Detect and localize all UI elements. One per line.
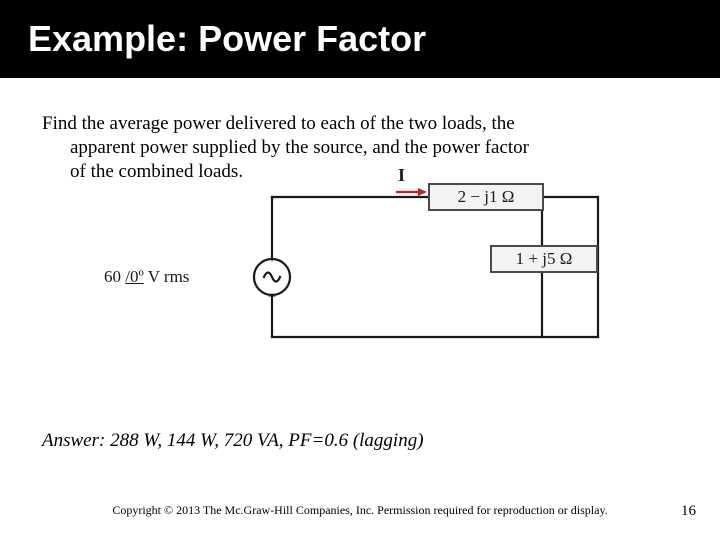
prompt-line: Find the average power delivered to each… bbox=[42, 113, 515, 134]
source-value-label: 60 /0º V rms bbox=[104, 267, 189, 287]
answer-text: Answer: 288 W, 144 W, 720 VA, PF=0.6 (la… bbox=[42, 430, 424, 452]
slide-body: Find the average power delivered to each… bbox=[0, 78, 720, 357]
copyright-text: Copyright © 2013 The Mc.Graw-Hill Compan… bbox=[0, 504, 720, 518]
source-angle: /0º bbox=[125, 267, 144, 286]
source-unit: V rms bbox=[144, 267, 190, 286]
svg-text:+: + bbox=[268, 251, 275, 266]
source-magnitude: 60 bbox=[104, 267, 125, 286]
load-impedance-box: 1 + j5 Ω bbox=[490, 245, 598, 273]
prompt-line: of the combined loads. bbox=[70, 160, 678, 184]
slide-title: Example: Power Factor bbox=[28, 18, 720, 60]
load-impedance-box: 2 − j1 Ω bbox=[428, 183, 544, 211]
slide: Example: Power Factor Find the average p… bbox=[0, 0, 720, 540]
circuit-figure: I + − bbox=[42, 187, 678, 357]
title-band: Example: Power Factor bbox=[0, 0, 720, 78]
prompt-line: apparent power supplied by the source, a… bbox=[70, 136, 678, 160]
page-number: 16 bbox=[681, 503, 696, 520]
svg-text:−: − bbox=[268, 289, 276, 305]
current-label: I bbox=[398, 165, 405, 186]
problem-statement: Find the average power delivered to each… bbox=[42, 112, 678, 183]
